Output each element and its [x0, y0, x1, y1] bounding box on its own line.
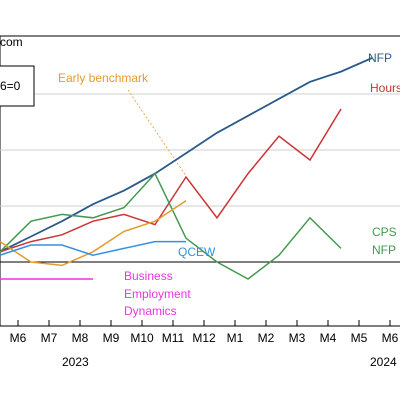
year-label-2023: 2023: [62, 355, 89, 369]
x-tick-label: M10: [130, 331, 154, 345]
label-nfp: NFP: [368, 51, 392, 65]
label-bed-2: Employment: [124, 287, 191, 301]
label-qcew: QCEW: [178, 245, 216, 259]
x-tick-label: M7: [41, 331, 58, 345]
base-legend-box: [0, 65, 35, 107]
x-axis: M6 M7 M8 M9 M10 M11 M12 M1 M2 M3 M4 M5 M6: [10, 320, 399, 345]
x-tick-label: M2: [258, 331, 275, 345]
label-cps-1: CPS: [372, 225, 397, 239]
series-line-qcew: [0, 240, 186, 256]
label-cps-2: NFP: [372, 243, 396, 257]
x-tick-label: M1: [227, 331, 244, 345]
x-tick-label: M8: [72, 331, 89, 345]
x-tick-label: M6: [10, 331, 27, 345]
series-line-nfp: [0, 57, 373, 253]
label-early-benchmark: Early benchmark: [58, 71, 149, 85]
label-bed-3: Dynamics: [124, 304, 177, 318]
x-tick-label: M9: [103, 331, 120, 345]
x-tick-label: M4: [320, 331, 337, 345]
series-line-cps-nfp: [0, 172, 342, 280]
plot-frame: [0, 35, 400, 327]
early-benchmark-leader: [127, 89, 187, 177]
x-tick-label: M11: [162, 331, 185, 345]
series-line-hours: [0, 108, 342, 253]
label-bed-1: Business: [124, 269, 173, 283]
series-line-early-benchmark: [0, 200, 187, 267]
x-tick-label: M6: [382, 331, 399, 345]
label-hours: Hours: [370, 81, 400, 95]
x-tick-label: M5: [351, 331, 368, 345]
x-tick-label: M12: [192, 331, 216, 345]
year-label-2024: 2024: [370, 355, 397, 369]
plot-area: [0, 35, 400, 327]
x-tick-label: M3: [289, 331, 306, 345]
source-fragment: com: [0, 35, 23, 49]
series-group: [0, 57, 373, 280]
base-legend-label: 6=0: [0, 79, 21, 93]
